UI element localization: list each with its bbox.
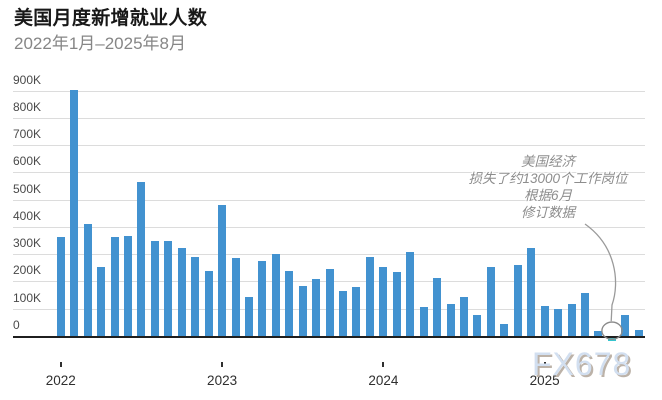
bar bbox=[554, 308, 563, 337]
bar bbox=[365, 257, 374, 337]
bar bbox=[460, 297, 468, 337]
bar bbox=[97, 267, 106, 337]
bar bbox=[191, 257, 200, 337]
bar bbox=[83, 223, 92, 337]
bar bbox=[540, 306, 549, 337]
y-tick-label: 100K bbox=[13, 290, 42, 305]
bar bbox=[352, 286, 361, 337]
bar bbox=[473, 315, 482, 337]
bar bbox=[298, 286, 307, 337]
annotation-line: 美国经济 bbox=[520, 154, 575, 169]
x-tick-label: 2022 bbox=[45, 372, 76, 388]
y-tick-label: 900K bbox=[13, 72, 42, 87]
bar bbox=[339, 291, 348, 337]
bar bbox=[433, 277, 442, 337]
annotation-text: 美国经济损失了约13000个工作岗位 根据6月修订数据 bbox=[468, 153, 627, 221]
bar bbox=[486, 266, 495, 337]
bar bbox=[406, 251, 415, 337]
bar bbox=[419, 306, 428, 337]
x-tick-label: 2024 bbox=[368, 372, 399, 388]
x-axis-line bbox=[13, 335, 645, 338]
connector-line-icon bbox=[584, 223, 617, 322]
bar bbox=[56, 237, 65, 337]
x-tick bbox=[382, 361, 385, 367]
bar bbox=[258, 260, 267, 337]
gridline bbox=[13, 90, 645, 92]
y-tick-label: 700K bbox=[13, 127, 42, 142]
bar bbox=[392, 272, 401, 337]
gridline bbox=[13, 226, 645, 228]
bar bbox=[110, 237, 119, 337]
y-tick-label: 600K bbox=[13, 154, 42, 169]
annotation-line: 根据6月 bbox=[523, 188, 573, 203]
y-tick-label: 0 bbox=[13, 317, 20, 332]
bar bbox=[244, 296, 253, 337]
bar bbox=[271, 253, 280, 337]
bar bbox=[325, 269, 334, 337]
gridline bbox=[13, 145, 645, 147]
bar bbox=[164, 241, 173, 337]
bar bbox=[621, 314, 630, 337]
bar bbox=[567, 303, 576, 337]
x-tick bbox=[221, 361, 224, 367]
x-tick-label: 2023 bbox=[207, 372, 238, 388]
bar bbox=[150, 240, 159, 337]
bar bbox=[594, 331, 603, 337]
bar bbox=[312, 279, 321, 337]
chart-title: 美国月度新增就业人数 bbox=[14, 8, 208, 29]
gridline bbox=[13, 254, 645, 256]
bar bbox=[446, 304, 455, 337]
gridline bbox=[13, 172, 645, 174]
bar bbox=[285, 271, 294, 337]
y-tick-label: 800K bbox=[13, 99, 42, 114]
bar bbox=[70, 90, 79, 337]
bar bbox=[580, 293, 589, 337]
y-tick-label: 200K bbox=[13, 263, 42, 278]
bar bbox=[379, 266, 388, 337]
bar bbox=[527, 248, 536, 337]
bar bbox=[500, 324, 509, 337]
bar bbox=[231, 258, 240, 337]
bar bbox=[513, 265, 522, 337]
bar bbox=[634, 330, 643, 337]
x-tick-label: 2025 bbox=[529, 372, 560, 388]
y-tick-label: 500K bbox=[13, 181, 42, 196]
chart-subtitle: 2022年1月–2025年8月 bbox=[14, 34, 187, 53]
annotation-line: 修订数据 bbox=[520, 205, 575, 220]
bar bbox=[137, 181, 146, 337]
bar bbox=[124, 235, 132, 337]
bar bbox=[218, 205, 227, 337]
x-tick bbox=[543, 361, 546, 367]
annotation-line: 损失了约13000个工作岗位 bbox=[468, 171, 628, 186]
bar bbox=[177, 248, 186, 337]
watermark: FX678 bbox=[532, 346, 632, 382]
y-tick-label: 300K bbox=[13, 236, 42, 251]
bar bbox=[204, 271, 213, 337]
gridline bbox=[13, 199, 645, 201]
y-tick-label: 400K bbox=[13, 208, 42, 223]
x-tick bbox=[59, 361, 62, 367]
gridline bbox=[13, 117, 645, 119]
